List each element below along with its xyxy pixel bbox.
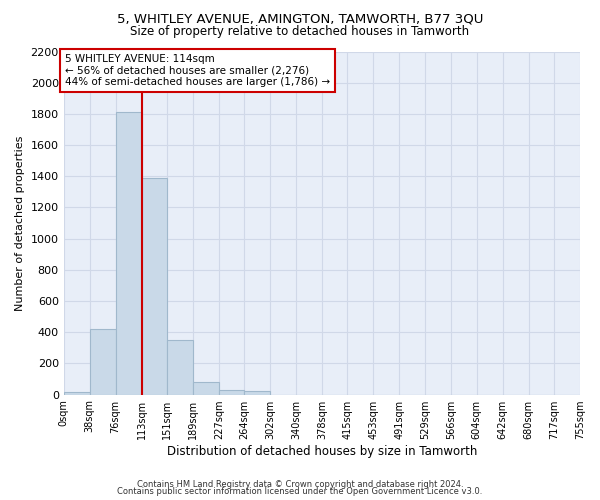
Bar [193,382,219,394]
Text: Contains HM Land Registry data © Crown copyright and database right 2024.: Contains HM Land Registry data © Crown c… [137,480,463,489]
Text: Contains public sector information licensed under the Open Government Licence v3: Contains public sector information licen… [118,488,482,496]
Text: 5, WHITLEY AVENUE, AMINGTON, TAMWORTH, B77 3QU: 5, WHITLEY AVENUE, AMINGTON, TAMWORTH, B… [117,12,483,26]
Bar [64,392,89,394]
Bar [89,329,116,394]
Y-axis label: Number of detached properties: Number of detached properties [15,136,25,310]
Text: Size of property relative to detached houses in Tamworth: Size of property relative to detached ho… [130,25,470,38]
Bar [167,340,193,394]
Bar [219,390,244,394]
Bar [116,112,142,394]
Bar [244,392,270,394]
Text: 5 WHITLEY AVENUE: 114sqm
← 56% of detached houses are smaller (2,276)
44% of sem: 5 WHITLEY AVENUE: 114sqm ← 56% of detach… [65,54,330,87]
Bar [142,178,167,394]
X-axis label: Distribution of detached houses by size in Tamworth: Distribution of detached houses by size … [167,444,477,458]
